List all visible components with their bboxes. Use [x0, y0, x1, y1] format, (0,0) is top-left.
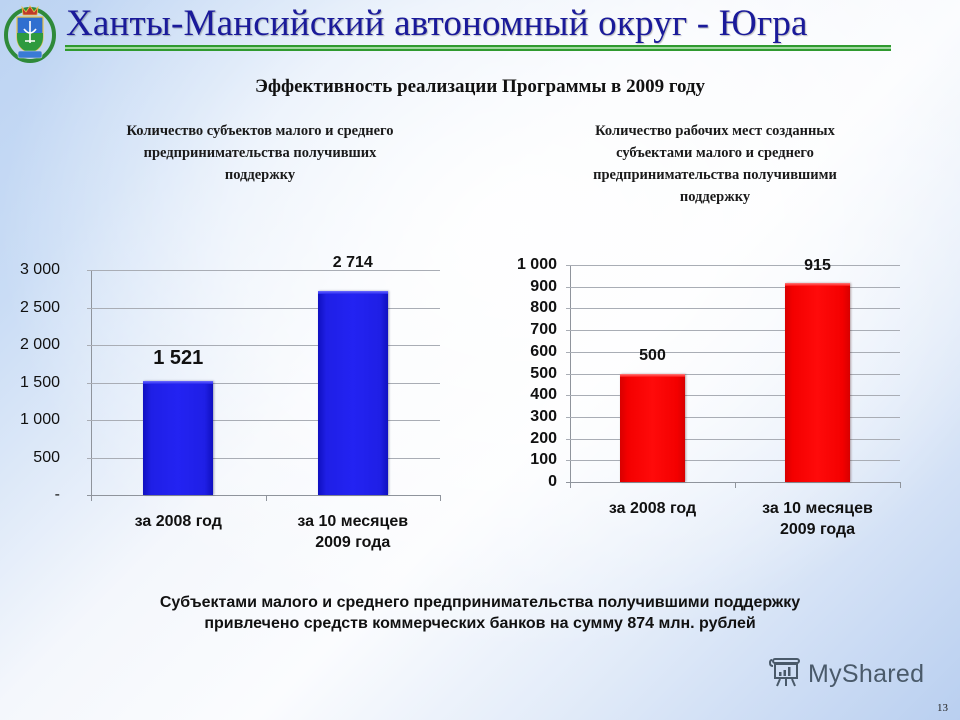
y-tick-label: 700 — [530, 321, 557, 339]
x-axis-tick — [900, 482, 901, 488]
x-category-line: 2009 года — [315, 534, 391, 551]
y-tick-label: 500 — [33, 448, 60, 466]
title-underline-2 — [65, 49, 891, 51]
x-category-label: за 2008 год — [609, 498, 696, 519]
y-tick-label: - — [54, 486, 60, 503]
x-category-line: за 10 месяцев — [762, 500, 873, 517]
left-bar-chart: - 500 1 000 1 500 2 000 2 500 3 000 1 521 2 714… — [0, 0, 480, 560]
page-title: Ханты-Мансийский автономный округ - Югра — [66, 3, 808, 44]
gridline — [87, 495, 440, 496]
bar-value-label: 500 — [639, 346, 666, 364]
gridline — [87, 270, 440, 271]
y-tick-label: 900 — [530, 277, 557, 295]
footer-note: Субъектами малого и среднего предпринима… — [0, 592, 960, 634]
gridline — [566, 286, 900, 288]
gridline — [566, 438, 900, 440]
gridline — [87, 382, 440, 384]
x-axis-tick — [440, 495, 441, 501]
gridline — [566, 308, 900, 310]
y-tick-label: 1 500 — [19, 373, 60, 391]
y-tick-label: 200 — [530, 429, 557, 447]
x-category-line: за 2008 год — [134, 513, 222, 530]
right-chart-title: Количество рабочих мест созданных субъек… — [500, 120, 930, 208]
gridline — [566, 265, 900, 266]
x-category-line: за 10 месяцев — [297, 513, 409, 530]
x-axis-tick — [91, 495, 92, 501]
watermark-text: MyShared — [808, 660, 925, 688]
y-tick-label: 600 — [530, 342, 557, 360]
gridline — [87, 307, 440, 309]
x-axis-tick — [265, 495, 267, 501]
y-tick-label: 1 000 — [19, 411, 60, 428]
left-chart-title-line: Количество субъектов малого и среднего — [126, 123, 394, 139]
y-tick-label: 2 500 — [19, 298, 60, 316]
left-plot-area: 1 521 2 714 — [87, 254, 441, 501]
x-category-label: за 10 месяцев 2009 года — [762, 498, 873, 540]
bar-1 — [143, 380, 214, 495]
right-bar-chart: 0 100 200 300 400 500 600 700 800 900 1 000 500 915… — [516, 256, 901, 540]
gridline — [566, 373, 900, 375]
title-underline — [65, 45, 891, 47]
left-chart-title-line: поддержку — [224, 167, 296, 183]
slide-subtitle: Эффективность реализации Программы в 200… — [254, 76, 706, 97]
bar-value-label: 2 714 — [332, 254, 373, 272]
gridline — [87, 457, 440, 459]
right-chart-title-line: Количество рабочих мест созданных — [595, 123, 835, 139]
gridline — [566, 351, 900, 353]
y-tick-label: 3 000 — [19, 261, 60, 278]
presentation-board-icon — [768, 656, 802, 693]
gridline — [566, 416, 900, 418]
gridline — [566, 482, 900, 483]
title-underline-light — [65, 47, 891, 49]
y-tick-label: 2 000 — [19, 336, 60, 353]
gridline — [87, 420, 440, 421]
x-category-line: за 2008 год — [608, 500, 697, 517]
y-tick-label: 0 — [548, 473, 557, 490]
gridline — [566, 460, 900, 462]
right-chart-title-line: поддержку — [679, 189, 751, 205]
x-category-line: 2009 года — [779, 521, 856, 538]
page-number: 13 — [937, 702, 948, 714]
right-chart-title-line: субъектами малого и среднего — [616, 145, 814, 161]
y-tick-label: 100 — [530, 451, 557, 469]
gridline — [87, 345, 440, 346]
y-tick-label: 400 — [530, 386, 557, 404]
x-category-label: за 2008 год — [135, 511, 222, 532]
bar-value-label: 915 — [804, 257, 831, 275]
y-tick-label: 500 — [530, 364, 557, 382]
x-category-label: за 10 месяцев 2009 года — [297, 511, 408, 553]
right-plot-area: 500 915 — [566, 257, 901, 488]
bar-1 — [620, 373, 685, 482]
footer-note-line: Субъектами малого и среднего предпринима… — [159, 594, 801, 611]
left-chart-title-line: предпринимательства получивших — [143, 145, 377, 161]
y-tick-label: 1 000 — [516, 256, 557, 273]
y-tick-label: 300 — [530, 407, 557, 425]
bar-2 — [317, 291, 388, 495]
x-axis-tick — [735, 482, 736, 488]
x-axis-tick — [570, 482, 571, 488]
watermark: MyShared — [768, 656, 924, 693]
bar-value-label: 1 521 — [153, 346, 204, 369]
gridline — [566, 330, 900, 332]
gridline — [566, 395, 900, 397]
bar-2 — [785, 283, 850, 482]
y-tick-label: 800 — [530, 299, 557, 317]
coat-of-arms-icon — [4, 3, 56, 63]
left-chart-title: Количество субъектов малого и среднего п… — [30, 120, 490, 186]
footer-note-line: привлечено средств коммерческих банков н… — [204, 615, 756, 632]
right-chart-title-line: предпринимательства получившими — [593, 167, 837, 183]
